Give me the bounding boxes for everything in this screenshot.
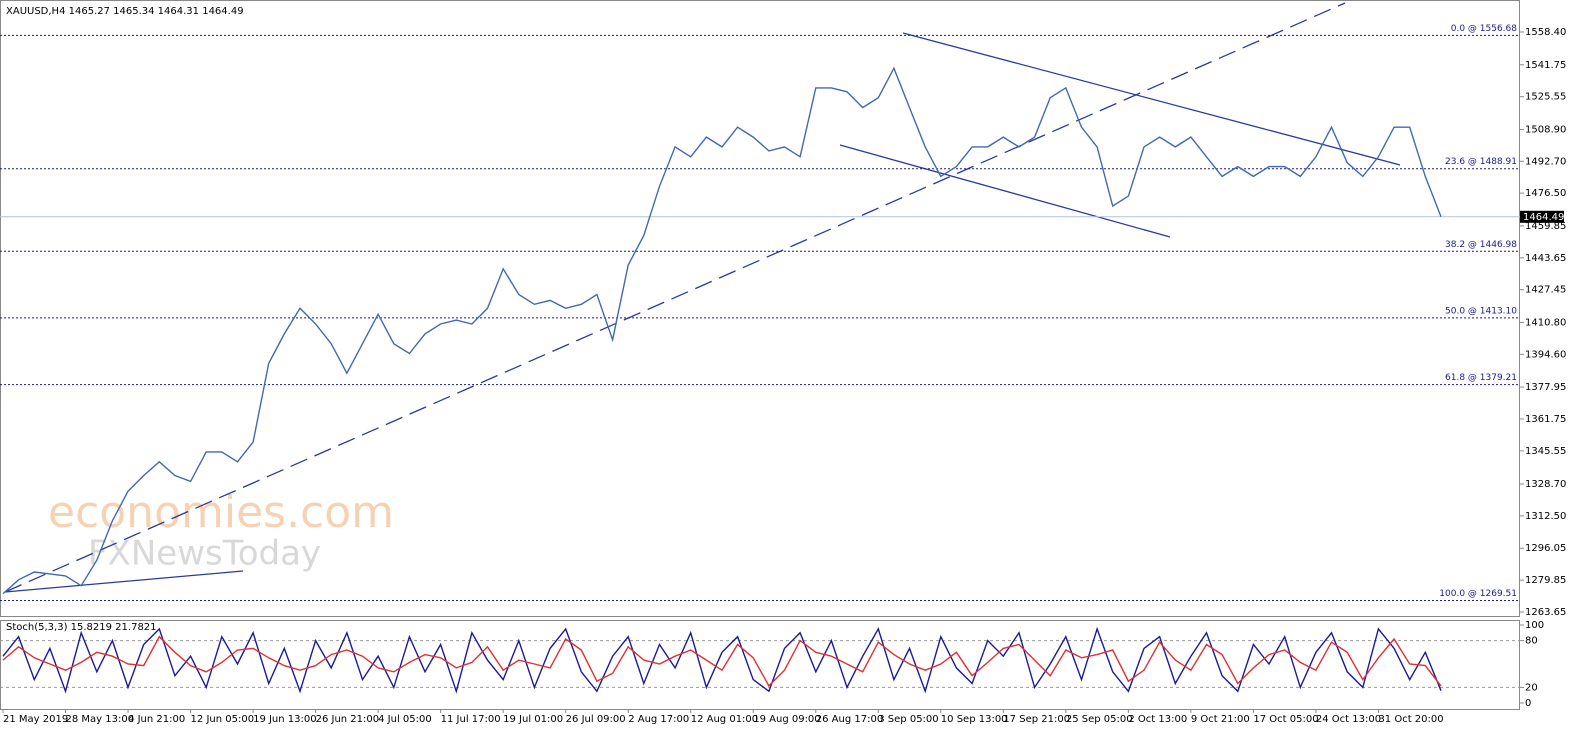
series-line	[2, 626, 1442, 694]
x-tick-label: 2 Oct 13:00	[1128, 714, 1187, 725]
y-tick-label: 1508.90	[1525, 124, 1566, 135]
trendline	[4, 570, 244, 593]
y-tick-label: 1558.40	[1525, 27, 1566, 38]
y-tick-label: 1312.50	[1525, 511, 1566, 522]
channel-top	[902, 32, 1401, 166]
x-tick-label: 26 Aug 17:00	[816, 714, 883, 725]
x-tick-label: 11 Jul 17:00	[441, 714, 501, 725]
series-line	[2, 635, 1442, 687]
y-tick-label: 100	[1525, 620, 1544, 631]
x-tick-label: 21 May 2019	[3, 714, 68, 725]
chart-title: XAUUSD,H4 1465.27 1465.34 1464.31 1464.4…	[6, 6, 244, 17]
x-tick-label: 31 Oct 20:00	[1378, 714, 1443, 725]
fib-label: 61.8 @ 1379.21	[1445, 373, 1517, 383]
x-tick-label: 9 Oct 21:00	[1191, 714, 1250, 725]
y-tick-label: 1328.70	[1525, 479, 1566, 490]
y-tick-label: 1427.45	[1525, 285, 1566, 296]
x-tick-label: 17 Oct 05:00	[1253, 714, 1318, 725]
y-tick-label: 1394.60	[1525, 349, 1566, 360]
x-tick-label: 26 Jul 09:00	[566, 714, 626, 725]
channel-bottom	[839, 144, 1171, 238]
main-frame	[0, 0, 1520, 617]
x-tick-label: 19 Jun 13:00	[253, 714, 317, 725]
y-tick-label: 1361.75	[1525, 414, 1566, 425]
fib-label: 38.2 @ 1446.98	[1445, 240, 1517, 250]
x-tick-label: 25 Sep 05:00	[1066, 714, 1133, 725]
y-tick-label: 0	[1525, 698, 1531, 709]
x-tick-label: 28 May 13:00	[66, 714, 135, 725]
current-price-label: 1464.49	[1523, 212, 1564, 223]
watermark: FXNewsToday	[88, 534, 321, 574]
x-tick-label: 4 Jul 05:00	[378, 714, 432, 725]
fib-label: 0.0 @ 1556.68	[1451, 24, 1518, 34]
current-price-box	[1520, 210, 1564, 223]
x-tick-label: 3 Sep 05:00	[878, 714, 938, 725]
y-tick-label: 1476.50	[1525, 188, 1566, 199]
x-tick-label: 17 Sep 21:00	[1003, 714, 1070, 725]
y-tick-label: 1345.55	[1525, 446, 1566, 457]
x-tick-label: 4 Jun 21:00	[128, 714, 185, 725]
y-tick-label: 20	[1525, 682, 1538, 693]
series-line	[2, 66, 1442, 595]
x-tick-label: 24 Oct 13:00	[1316, 714, 1381, 725]
y-tick-label: 1279.85	[1525, 575, 1566, 586]
y-tick-label: 1263.65	[1525, 607, 1566, 618]
x-tick-label: 12 Aug 01:00	[691, 714, 758, 725]
indicator-title: Stoch(5,3,3) 15.8219 21.7821	[6, 622, 157, 633]
x-tick-label: 19 Aug 09:00	[753, 714, 820, 725]
fib-label: 100.0 @ 1269.51	[1439, 589, 1517, 599]
x-tick-label: 12 Jun 05:00	[191, 714, 255, 725]
x-tick-label: 26 Jun 21:00	[316, 714, 380, 725]
fib-label: 23.6 @ 1488.91	[1445, 157, 1517, 167]
y-tick-label: 1377.95	[1525, 382, 1566, 393]
x-tick-label: 2 Aug 17:00	[628, 714, 689, 725]
y-tick-label: 1459.85	[1525, 221, 1566, 232]
y-tick-label: 80	[1525, 636, 1538, 647]
y-tick-label: 1410.80	[1525, 317, 1566, 328]
x-tick-label: 19 Jul 01:00	[503, 714, 563, 725]
stoch-frame	[0, 620, 1520, 710]
y-tick-label: 1443.65	[1525, 253, 1566, 264]
watermark: economies.com	[48, 487, 394, 538]
fib-label: 50.0 @ 1413.10	[1445, 306, 1517, 316]
x-tick-label: 10 Sep 13:00	[941, 714, 1008, 725]
y-tick-label: 1525.55	[1525, 92, 1566, 103]
y-tick-label: 1541.75	[1525, 60, 1566, 71]
trendline	[4, 2, 1346, 593]
y-tick-label: 1296.05	[1525, 543, 1566, 554]
y-tick-label: 1492.70	[1525, 156, 1566, 167]
